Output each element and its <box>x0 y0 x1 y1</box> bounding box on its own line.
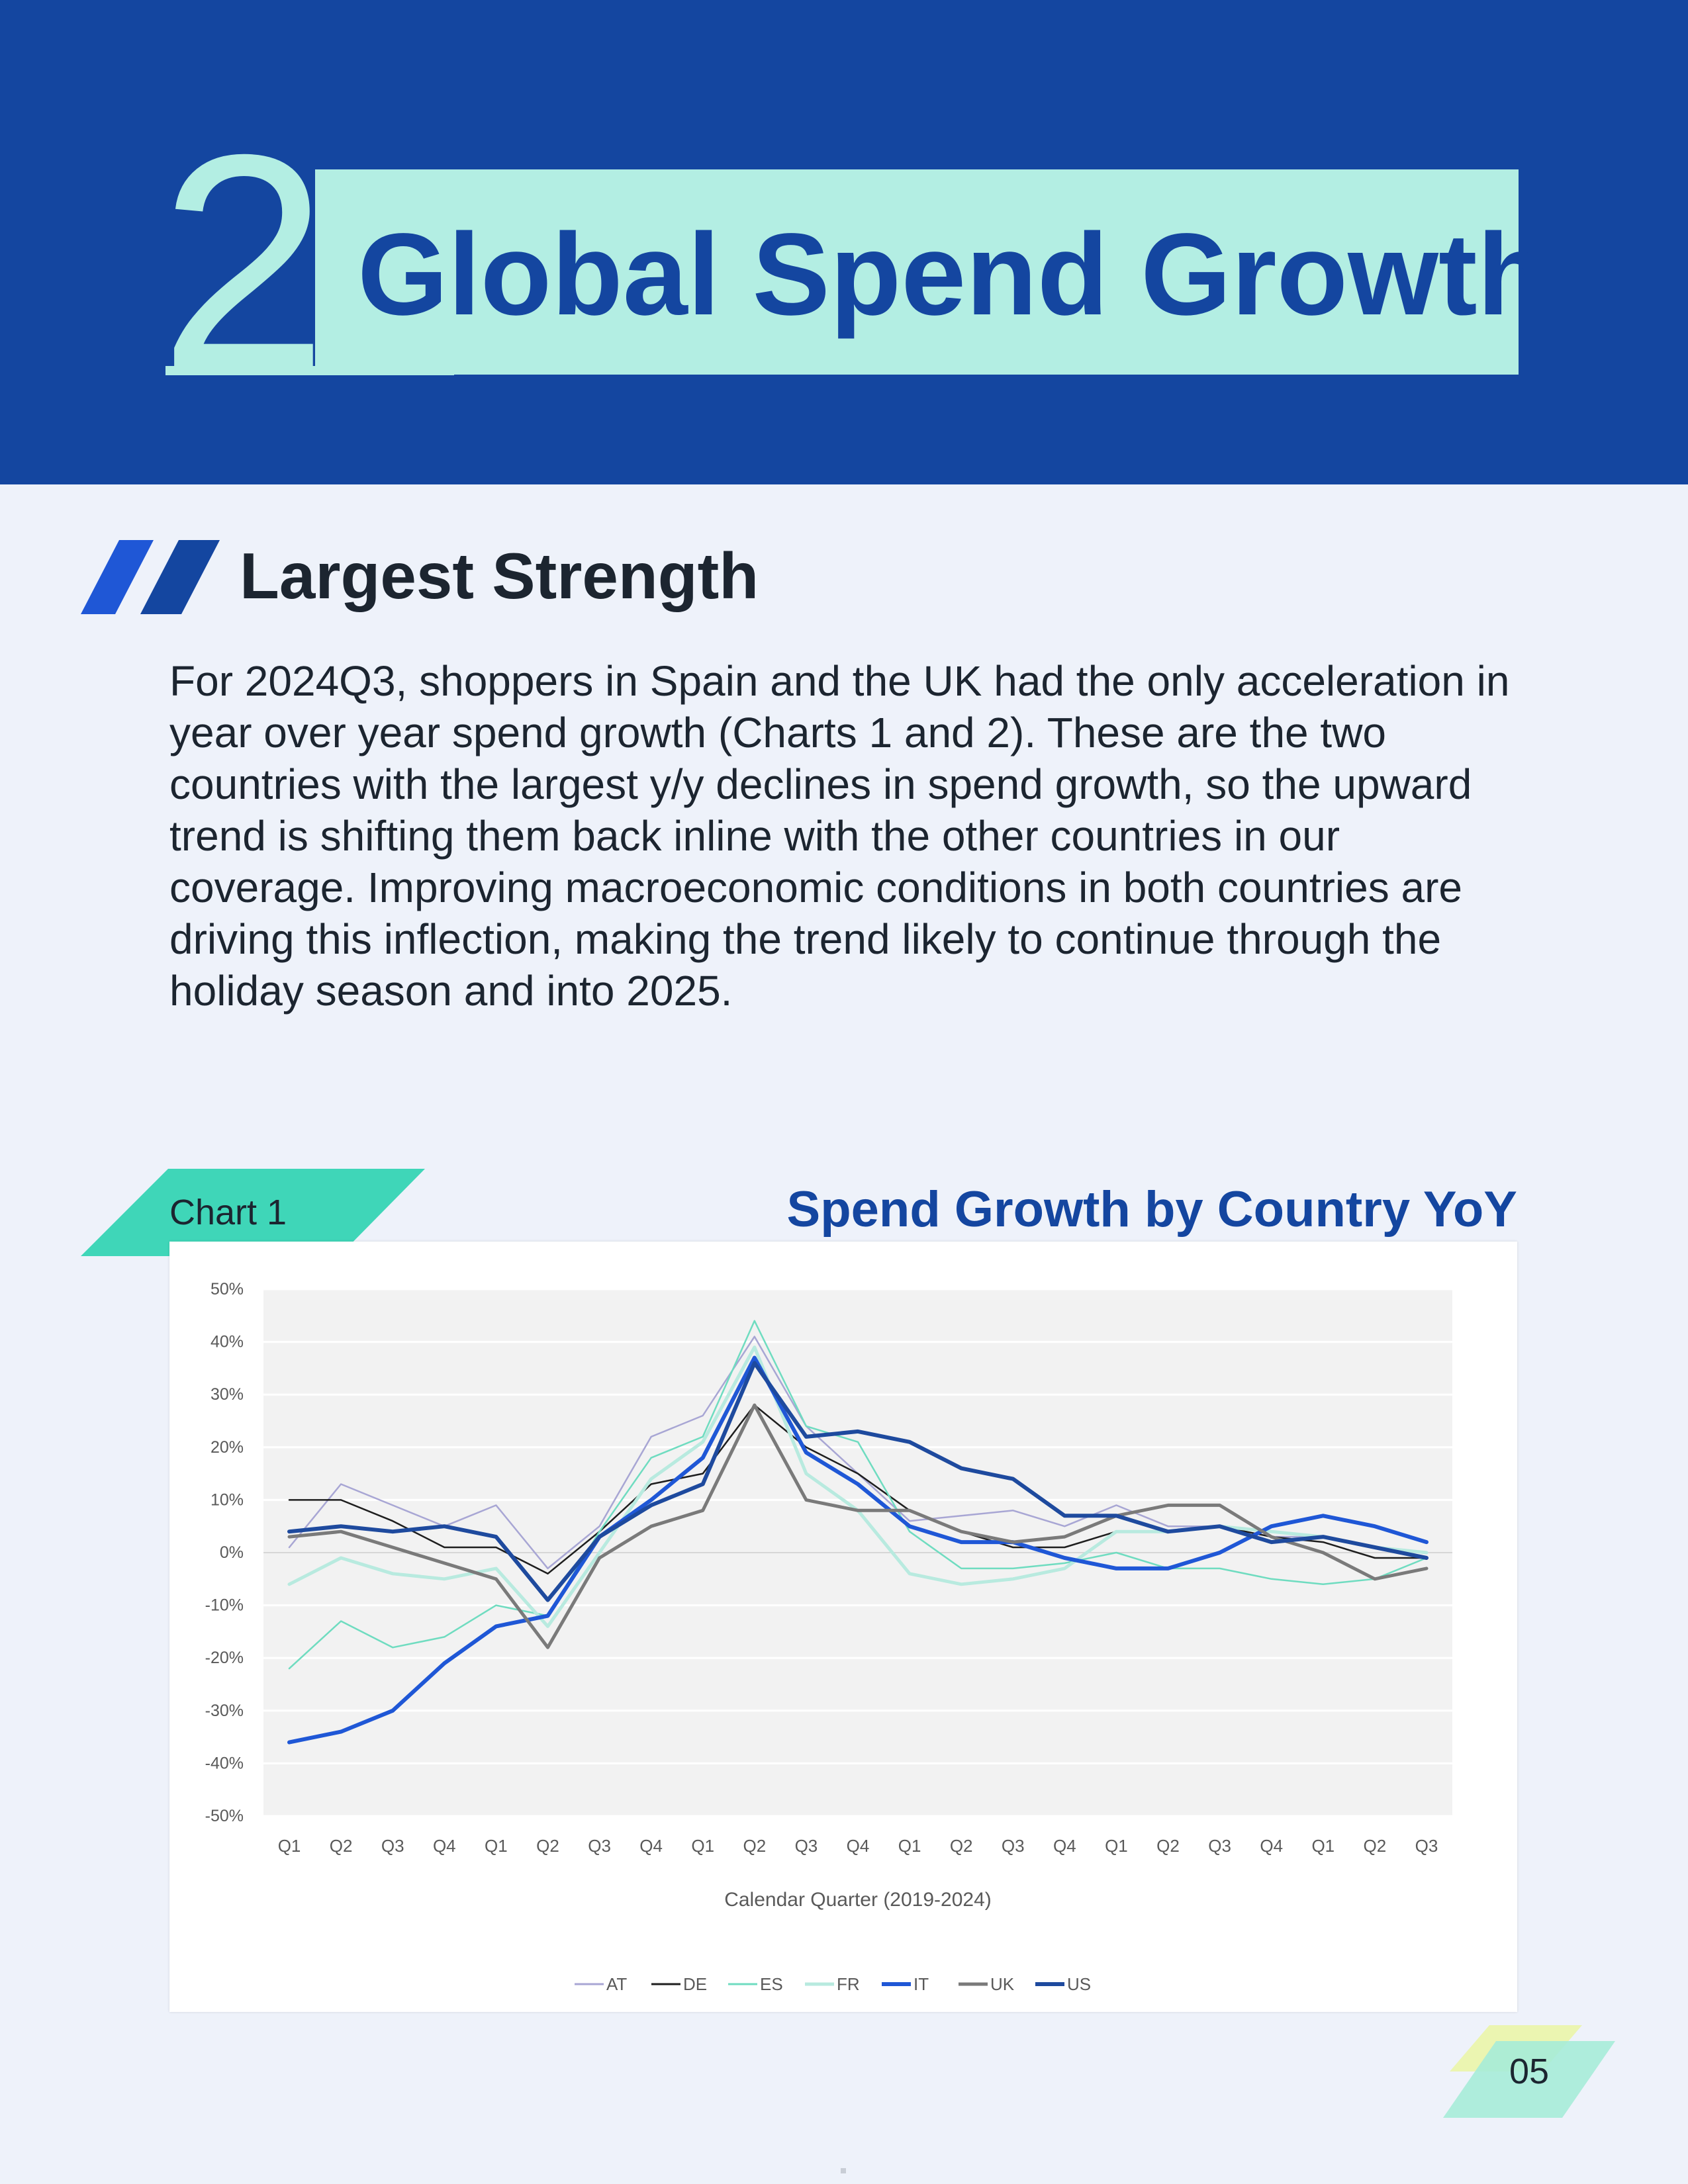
x-tick-label: Q3 <box>381 1836 404 1856</box>
chart-title: Spend Growth by Country YoY <box>786 1181 1517 1238</box>
x-tick-label: Q4 <box>639 1836 663 1856</box>
x-tick-label: Q4 <box>1260 1836 1283 1856</box>
footer-dot <box>841 2168 846 2173</box>
legend-label-de: DE <box>683 1974 707 1994</box>
page-badge-shape <box>1443 2025 1615 2118</box>
legend-label-at: AT <box>606 1974 627 1994</box>
x-tick-label: Q2 <box>330 1836 353 1856</box>
page-title: Global Spend Growth <box>357 210 1549 340</box>
y-tick-label: -30% <box>205 1702 244 1720</box>
x-tick-label: Q1 <box>278 1836 301 1856</box>
x-tick-label: Q3 <box>588 1836 611 1856</box>
x-tick-label: Q3 <box>1002 1836 1025 1856</box>
legend-label-it: IT <box>914 1974 929 1994</box>
y-tick-label: -40% <box>205 1754 244 1772</box>
y-tick-label: 0% <box>220 1543 244 1562</box>
x-tick-label: Q1 <box>485 1836 508 1856</box>
title-box <box>315 169 1519 375</box>
y-tick-label: -50% <box>205 1807 244 1825</box>
chapter-underline <box>165 366 454 375</box>
section-heading: Largest Strength <box>240 539 759 612</box>
y-tick-label: 30% <box>211 1385 244 1404</box>
series-line-uk <box>287 1403 1429 1649</box>
line-chart: -50% -40% -30% -20% -10% 0% 10% 20% 30% 40% 50% Q1 Q… <box>205 1280 1452 1994</box>
x-tick-label: Q3 <box>795 1836 818 1856</box>
y-tick-label: -10% <box>205 1596 244 1615</box>
x-tick-label: Q4 <box>433 1836 456 1856</box>
x-axis-label: Calendar Quarter (2019-2024) <box>724 1889 992 1911</box>
x-tick-label: Q1 <box>898 1836 921 1856</box>
legend-label-uk: UK <box>990 1974 1015 1994</box>
x-tick-label: Q4 <box>847 1836 870 1856</box>
chart-tag-shape <box>81 1169 425 1256</box>
double-slash-icon <box>81 540 220 614</box>
x-tick-label: Q3 <box>1208 1836 1231 1856</box>
x-tick-label: Q2 <box>950 1836 973 1856</box>
y-tick-label: 20% <box>211 1438 244 1457</box>
x-tick-label: Q2 <box>743 1836 766 1856</box>
x-tick-label: Q1 <box>1105 1836 1128 1856</box>
legend-label-us: US <box>1067 1974 1091 1994</box>
chart-card: -50% -40% -30% -20% -10% 0% 10% 20% 30% 40% 50% Q1 Q… <box>169 1242 1517 2012</box>
series-line-it <box>287 1355 1429 1745</box>
body-paragraph: For 2024Q3, shoppers in Spain and the UK… <box>169 657 1510 1015</box>
legend-label-es: ES <box>760 1974 783 1994</box>
x-tick-label: Q2 <box>536 1836 559 1856</box>
series-line-es <box>288 1320 1428 1670</box>
y-tick-label: 10% <box>211 1490 244 1509</box>
y-tick-label: 40% <box>211 1333 244 1351</box>
y-tick-label: 50% <box>211 1280 244 1298</box>
x-tick-label: Q2 <box>1364 1836 1387 1856</box>
chart-tag-label: Chart 1 <box>169 1193 287 1232</box>
x-tick-label: Q2 <box>1156 1836 1180 1856</box>
y-tick-label: -20% <box>205 1649 244 1667</box>
chapter-number: 2 <box>159 92 328 432</box>
series-line-us <box>287 1361 1429 1602</box>
x-tick-label: Q1 <box>1311 1836 1335 1856</box>
page-number: 05 <box>1509 2052 1550 2091</box>
x-tick-label: Q3 <box>1415 1836 1438 1856</box>
legend-label-fr: FR <box>837 1974 860 1994</box>
x-tick-label: Q1 <box>691 1836 714 1856</box>
x-tick-label: Q4 <box>1053 1836 1076 1856</box>
